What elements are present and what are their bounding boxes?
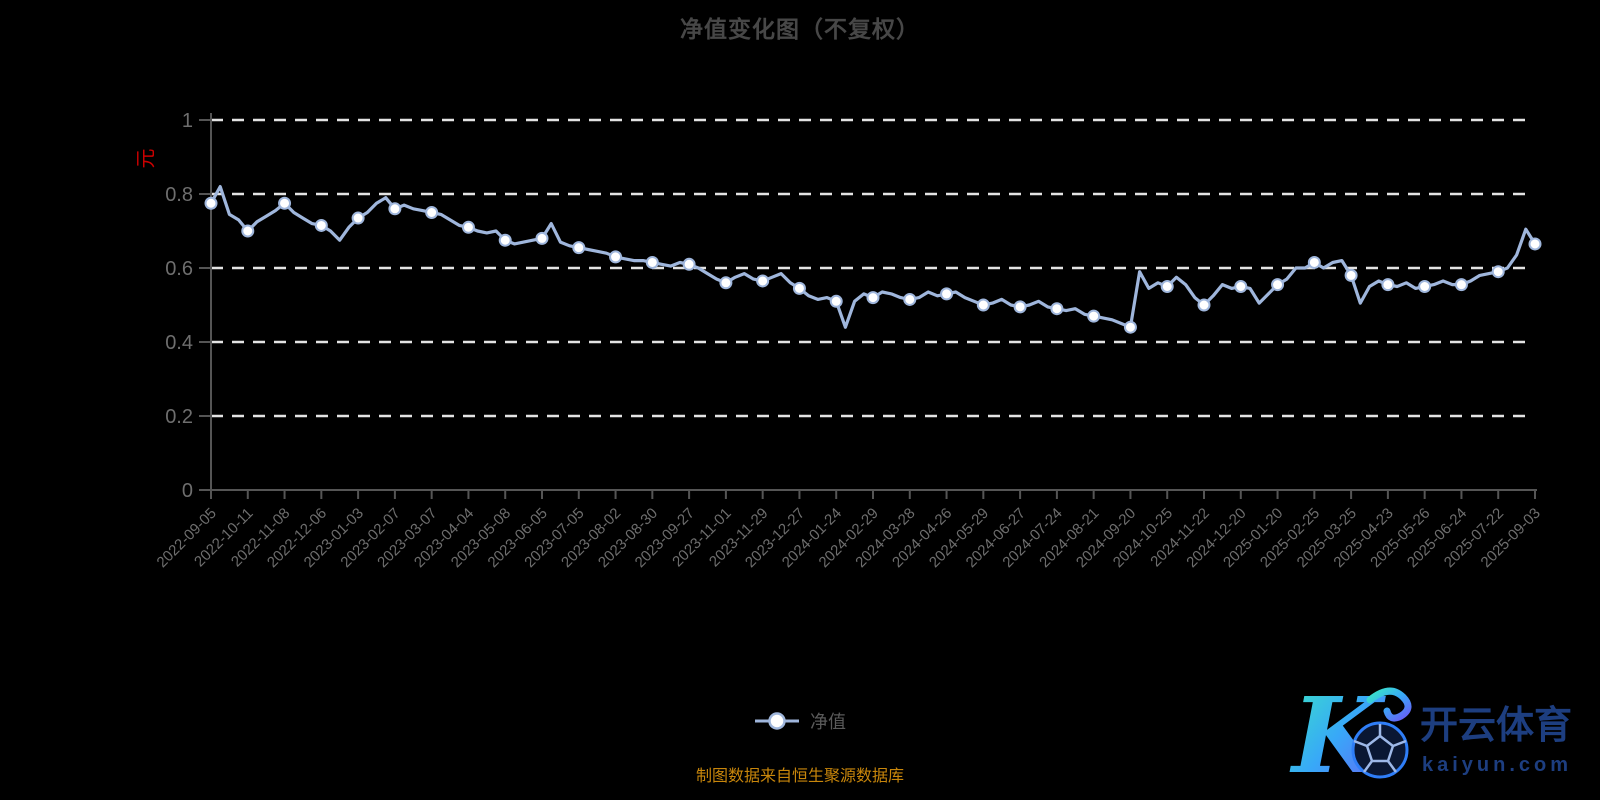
- series-line: [209, 185, 1537, 329]
- data-point-marker: [314, 218, 328, 232]
- legend-label: 净值: [810, 712, 846, 732]
- data-point-marker: [461, 220, 475, 234]
- data-point-marker: [351, 211, 365, 225]
- data-point-marker: [498, 233, 512, 247]
- y-tick-label: 1: [182, 110, 193, 132]
- y-axis-labels: 0 0.2 0.4 0.6 0.8 1: [165, 110, 211, 502]
- data-point-marker: [1087, 309, 1101, 323]
- data-point-marker: [903, 292, 917, 306]
- data-point-marker: [1160, 280, 1174, 293]
- series-markers: [204, 196, 1542, 334]
- data-source-note: 制图数据来自恒生聚源数据库: [695, 768, 904, 785]
- soccer-ball-icon: [1351, 721, 1409, 779]
- y-tick-label: 0: [182, 480, 193, 502]
- y-tick-label: 0.8: [165, 184, 193, 206]
- data-point-marker: [1454, 278, 1468, 292]
- data-point-marker: [719, 276, 733, 290]
- y-tick-label: 0.2: [165, 406, 193, 428]
- x-axis-labels: 2022-09-052022-10-112022-11-082022-12-06…: [154, 490, 1544, 571]
- data-point-marker: [866, 291, 880, 305]
- data-point-marker: [756, 274, 770, 288]
- data-point-marker: [572, 241, 586, 255]
- logo-brand-domain: kaiyun.com: [1422, 754, 1572, 776]
- data-point-marker: [1344, 268, 1358, 282]
- y-tick-label: 0.4: [165, 332, 193, 354]
- data-point-marker: [1381, 278, 1395, 292]
- data-point-marker: [1307, 255, 1321, 269]
- logo-swirl-icon: [1366, 687, 1412, 722]
- chart-title: 净值变化图（不复权）: [680, 16, 920, 42]
- data-point-marker: [682, 257, 696, 271]
- data-point-marker: [1197, 298, 1211, 312]
- data-point-marker: [204, 196, 218, 210]
- kaiyun-logo[interactable]: K 开云体育 kaiyun.com: [1286, 674, 1586, 794]
- data-point-marker: [976, 298, 990, 312]
- data-point-marker: [1418, 280, 1432, 293]
- data-point-marker: [829, 294, 843, 308]
- data-point-marker: [278, 196, 292, 210]
- data-point-marker: [609, 250, 623, 264]
- data-point-marker: [1271, 278, 1285, 292]
- y-gridlines: [211, 118, 1530, 418]
- data-point-marker: [1528, 237, 1542, 251]
- legend-item-netvalue[interactable]: 净值: [0, 708, 1600, 734]
- data-point-marker: [1123, 320, 1137, 334]
- data-point-marker: [1013, 300, 1027, 314]
- data-point-marker: [792, 281, 806, 295]
- y-tick-label: 0.6: [165, 258, 193, 280]
- data-point-marker: [1234, 280, 1248, 293]
- netvalue-line-chart: 0 0.2 0.4 0.6 0.8 1 2022-09-05 2022-10-11 2022-1…: [154, 110, 1544, 571]
- data-point-marker: [535, 231, 549, 245]
- data-point-marker: [940, 287, 954, 301]
- logo-brand-cn: 开云体育: [1420, 705, 1572, 747]
- data-point-marker: [645, 255, 659, 269]
- legend-marker-icon: [755, 712, 799, 730]
- data-point-marker: [388, 202, 402, 216]
- data-point-marker: [425, 206, 439, 219]
- data-point-marker: [1050, 302, 1064, 316]
- data-point-marker: [241, 224, 255, 238]
- chart-canvas: 0 0.2 0.4 0.6 0.8 1 2022-09-052022-10-112022-1…: [154, 110, 1544, 571]
- data-point-marker: [1491, 265, 1505, 279]
